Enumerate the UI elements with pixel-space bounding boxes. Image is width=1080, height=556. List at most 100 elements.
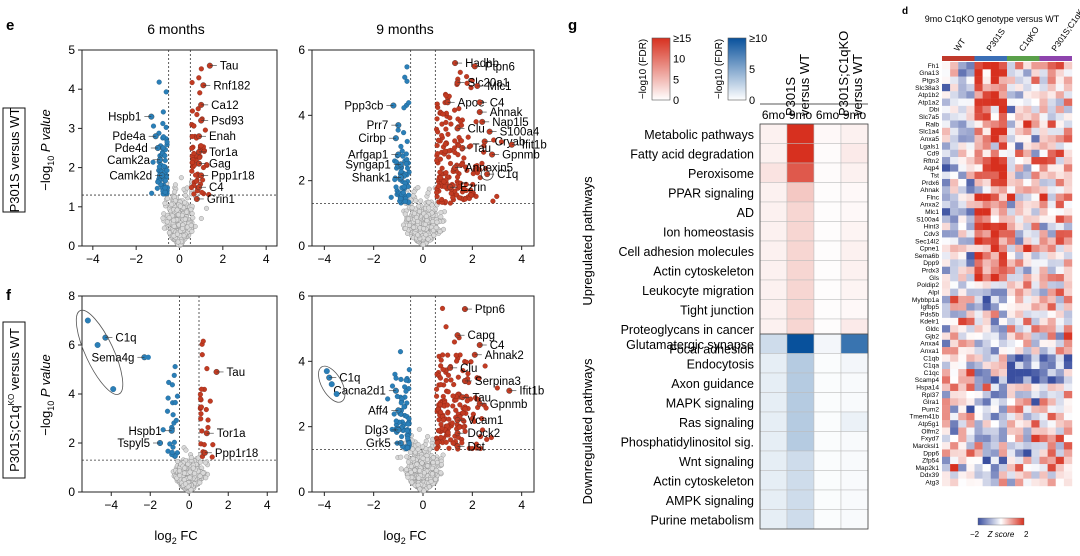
gene-heat-cell xyxy=(1063,405,1073,414)
heat-cell-down xyxy=(759,333,788,354)
gene-heat-cell xyxy=(1015,369,1024,377)
gene-heat-cell xyxy=(998,274,1008,282)
heat-cell-up xyxy=(840,182,869,203)
gene-heat-cell xyxy=(974,98,983,107)
gene-heat-cell xyxy=(950,317,959,326)
xlabel-6mo-sub: 2 xyxy=(172,536,177,546)
point-up-f9 xyxy=(445,389,451,395)
gene-heat-cell xyxy=(1023,303,1032,311)
gene-heat-cell xyxy=(1031,142,1040,150)
point-ns-f9 xyxy=(438,462,444,468)
gene-heat-cell xyxy=(998,83,1008,92)
gene-heat-cell xyxy=(942,427,951,436)
gene-label: Slc7a5 xyxy=(919,114,939,121)
heat-cell-up xyxy=(840,240,869,261)
gene-heat-cell xyxy=(1047,442,1056,450)
gene-heat-cell xyxy=(958,361,967,370)
legend-tick-down: ≥10 xyxy=(749,33,767,45)
gene-label-e9: Ahnak xyxy=(490,107,523,119)
col-label: 9mo xyxy=(843,108,867,122)
heat-cell-down xyxy=(840,509,869,530)
gene-heat-cell xyxy=(1039,281,1048,289)
gene-heat-cell xyxy=(958,244,967,253)
point-up-e9 xyxy=(442,184,448,190)
gene-heat-cell xyxy=(1007,76,1016,85)
gene-heat-cell xyxy=(1047,464,1056,472)
gene-heat-cell xyxy=(1047,178,1056,187)
gene-heat-cell xyxy=(1031,69,1040,77)
gene-heat-cell xyxy=(950,178,959,187)
gene-heat-cell xyxy=(958,105,967,114)
point-ns-e6 xyxy=(175,239,181,245)
gene-heat-cell xyxy=(998,325,1008,333)
point-up-e9 xyxy=(446,154,452,160)
pathway-label-up: Actin cytoskeleton xyxy=(653,264,754,278)
gene-heat-cell xyxy=(998,398,1008,406)
point-ns-e6 xyxy=(172,189,178,195)
gene-heat-cell xyxy=(1007,405,1016,414)
col-group-2-line2: versus WT xyxy=(850,54,865,116)
gene-label-f9: Tau xyxy=(472,392,491,404)
gene-label: Atp5g1 xyxy=(918,421,939,428)
point-up-e6 xyxy=(196,75,202,81)
gene-heat-cell xyxy=(958,456,967,465)
row-label-f-part2: versus WT xyxy=(7,328,22,394)
gene-heat-cell xyxy=(990,127,1000,136)
gene-heat-cell xyxy=(942,69,951,77)
x-tick-label-e6: −2 xyxy=(129,252,143,266)
gene-heat-cell xyxy=(974,76,983,85)
gene-label: Cpne1 xyxy=(920,246,940,253)
gene-heat-cell xyxy=(1023,295,1032,304)
gene-heat-cell xyxy=(1015,142,1024,150)
gene-heat-cell xyxy=(982,230,991,238)
gene-heat-cell xyxy=(1055,434,1065,443)
x-tick-label-f9: 0 xyxy=(420,498,427,512)
gene-heat-cell xyxy=(982,193,991,202)
point-down-f6 xyxy=(164,408,171,414)
gene-heat-cell xyxy=(974,244,983,253)
gene-heat-cell xyxy=(966,76,975,85)
gene-heat-cell xyxy=(1023,449,1032,457)
point-up-f9 xyxy=(448,377,454,383)
gene-heat-cell xyxy=(1031,325,1040,333)
gene-heat-cell xyxy=(958,83,967,92)
point-up-f9 xyxy=(477,445,484,452)
point-up-e9 xyxy=(435,129,441,135)
gene-heat-cell xyxy=(1063,464,1073,472)
gene-heat-cell xyxy=(998,310,1008,319)
gene-heat-cell xyxy=(1023,208,1032,216)
zscore-bar xyxy=(977,517,1025,526)
gene-heat-cell xyxy=(974,83,983,92)
point-up-e6 xyxy=(193,178,199,184)
gene-heat-cell xyxy=(1015,171,1024,180)
gene-heat-cell xyxy=(958,200,967,209)
gene-heat-cell xyxy=(958,135,967,143)
point-up-e9 xyxy=(442,141,448,147)
gene-heat-cell xyxy=(1039,354,1048,362)
gene-heat-cell xyxy=(950,157,959,165)
pathway-label-down: Glutamatergic synapse xyxy=(626,338,754,352)
gene-heat-cell xyxy=(990,398,1000,406)
x-tick-label-e6: 0 xyxy=(176,252,183,266)
gene-heat-cell xyxy=(1031,259,1040,267)
gene-heat-cell xyxy=(998,303,1008,311)
gene-heat-cell xyxy=(950,171,959,180)
point-up-e9 xyxy=(479,160,485,166)
gene-heat-cell xyxy=(1007,464,1016,472)
heat-cell-down xyxy=(786,509,815,530)
gene-heat-cell xyxy=(990,295,1000,304)
gene-heat-cell xyxy=(1015,464,1024,472)
gene-heat-cell xyxy=(1007,420,1016,428)
row-label-e-text: P301S versus WT xyxy=(7,108,22,213)
gene-heat-cell xyxy=(958,281,967,289)
gene-heat-cell xyxy=(1007,310,1016,319)
point-down-f6 xyxy=(170,444,176,450)
gene-heat-cell xyxy=(1039,464,1048,472)
gene-heat-cell xyxy=(950,215,959,224)
gene-heat-cell xyxy=(1039,178,1048,187)
point-up-e9 xyxy=(474,170,481,176)
gene-heat-cell xyxy=(1031,171,1040,180)
point-up-f6 xyxy=(197,391,203,398)
x-tick-label-f9: 2 xyxy=(469,498,476,512)
gene-heat-cell xyxy=(982,186,991,194)
